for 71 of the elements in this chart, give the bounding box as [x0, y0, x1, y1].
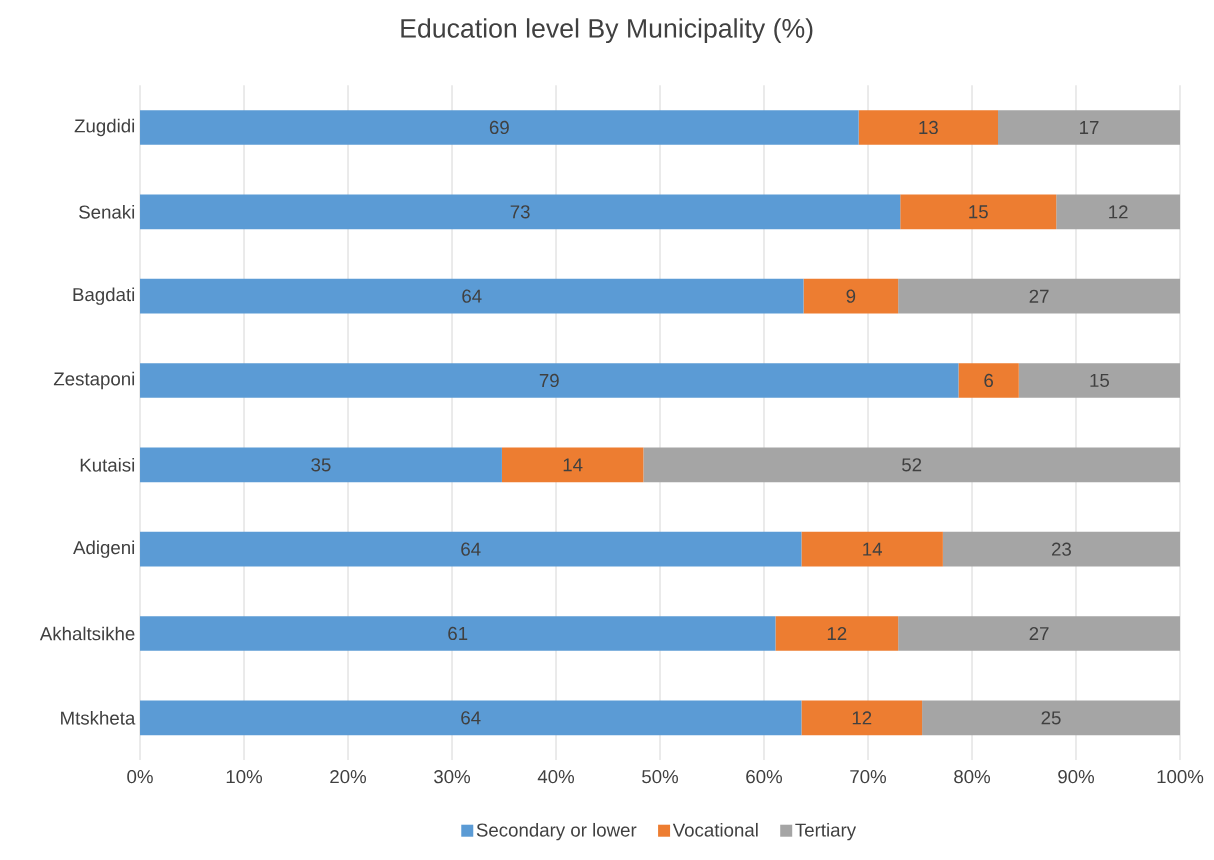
data-label: 14 [563, 458, 583, 472]
data-label: 14 [863, 542, 882, 556]
bar [140, 110, 859, 145]
data-label: 23 [1052, 542, 1071, 556]
bar [1018, 363, 1180, 398]
bar [858, 110, 998, 145]
data-label: 15 [1090, 373, 1109, 388]
data-label: 13 [919, 120, 938, 135]
data-label: 64 [462, 289, 482, 303]
data-label: 15 [969, 205, 988, 219]
x-tick-label: 20% [330, 770, 367, 784]
data-label: 9 [846, 289, 856, 303]
bar [140, 363, 959, 398]
data-label: 12 [852, 711, 872, 725]
bar [998, 110, 1180, 145]
chart-title: Education level By Municipality (%) [401, 18, 813, 44]
x-tick-label: 10% [226, 770, 263, 784]
data-label: 12 [1109, 205, 1128, 219]
bar [775, 616, 899, 651]
bar [140, 700, 802, 736]
y-tick-label: Zestaponi [53, 371, 135, 390]
data-label: 25 [1041, 711, 1061, 725]
bar [942, 531, 1180, 567]
data-label: 73 [510, 205, 530, 219]
y-tick-label: Adigeni [73, 540, 135, 558]
data-label: 6 [984, 373, 994, 388]
x-tick-label: 40% [537, 770, 575, 784]
x-tick-label: 80% [954, 770, 991, 784]
data-label: 61 [448, 626, 468, 641]
data-label: 69 [489, 120, 509, 135]
bar [140, 194, 901, 230]
bar [140, 278, 804, 314]
legend-label: Secondary or lower [476, 822, 637, 841]
y-tick-label: Zugdidi [74, 118, 135, 137]
data-label: 79 [539, 373, 559, 388]
data-label: 64 [461, 542, 481, 556]
x-tick-label: 50% [642, 770, 679, 784]
bar [1056, 194, 1180, 230]
y-tick-label: Senaki [79, 204, 135, 219]
bar [803, 278, 899, 314]
x-tick-label: 60% [746, 770, 783, 784]
x-tick-label: 30% [434, 770, 471, 784]
data-label: 27 [1029, 289, 1049, 303]
bar [140, 447, 502, 483]
bar [922, 700, 1180, 736]
data-label: 35 [311, 458, 331, 472]
x-tick-label: 0% [127, 770, 153, 784]
data-label: 27 [1029, 626, 1049, 640]
legend-label: Vocational [672, 822, 758, 837]
bar [898, 616, 1180, 651]
bar [801, 700, 923, 736]
x-tick-label: 70% [850, 770, 887, 784]
bar [643, 447, 1180, 483]
legend-label: Tertiary [795, 822, 857, 841]
data-label: 52 [902, 458, 922, 472]
bar [801, 531, 943, 567]
y-tick-label: Kutaisi [80, 457, 135, 472]
bar [501, 447, 644, 483]
bar [900, 194, 1057, 230]
data-label: 12 [827, 626, 847, 640]
y-tick-label: Akhaltsikhe [39, 626, 135, 641]
y-tick-label: Bagdati [73, 287, 135, 305]
bar [140, 616, 776, 651]
x-tick-label: 100% [1157, 770, 1204, 784]
data-label: 64 [461, 711, 481, 725]
bar [958, 363, 1019, 398]
bar [140, 531, 802, 567]
x-tick-label: 90% [1058, 770, 1095, 784]
bar [898, 278, 1180, 314]
data-label: 17 [1080, 121, 1099, 134]
y-tick-label: Mtskheta [61, 710, 136, 725]
